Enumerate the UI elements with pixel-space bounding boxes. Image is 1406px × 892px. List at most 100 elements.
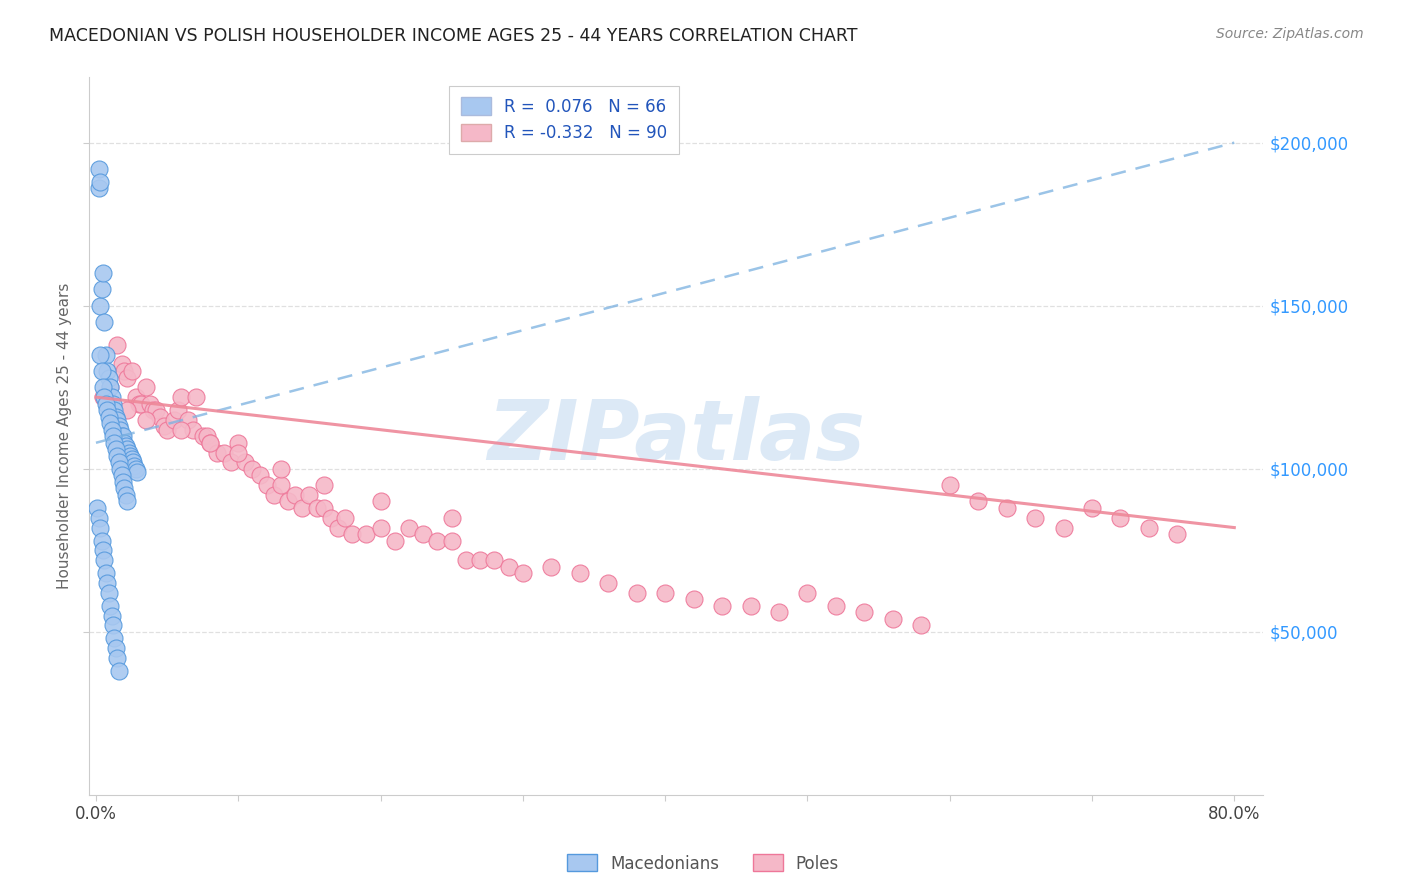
Point	[91, 390, 114, 404]
Point	[98, 416, 121, 430]
Point	[127, 465, 149, 479]
Point	[340, 527, 363, 541]
Point	[128, 397, 150, 411]
Point	[90, 283, 112, 297]
Point	[90, 364, 112, 378]
Point	[96, 364, 118, 378]
Point	[98, 380, 121, 394]
Point	[1137, 520, 1160, 534]
Point	[142, 403, 165, 417]
Point	[1166, 527, 1188, 541]
Point	[110, 429, 132, 443]
Point	[598, 576, 620, 591]
Point	[87, 510, 110, 524]
Point	[426, 533, 449, 548]
Point	[101, 429, 124, 443]
Point	[498, 559, 520, 574]
Point	[97, 409, 120, 424]
Point	[145, 403, 167, 417]
Point	[135, 413, 157, 427]
Point	[568, 566, 591, 581]
Point	[118, 445, 141, 459]
Point	[205, 445, 228, 459]
Point	[89, 175, 111, 189]
Point	[398, 520, 420, 534]
Point	[101, 618, 124, 632]
Point	[94, 348, 117, 362]
Point	[100, 608, 122, 623]
Point	[226, 445, 249, 459]
Point	[153, 419, 176, 434]
Point	[768, 606, 790, 620]
Point	[108, 462, 131, 476]
Point	[105, 651, 128, 665]
Point	[87, 181, 110, 195]
Point	[370, 494, 392, 508]
Point	[1024, 510, 1046, 524]
Point	[291, 501, 314, 516]
Point	[333, 510, 356, 524]
Point	[440, 533, 463, 548]
Point	[112, 435, 135, 450]
Point	[115, 488, 138, 502]
Point	[110, 468, 132, 483]
Point	[156, 423, 179, 437]
Point	[96, 403, 118, 417]
Point	[98, 599, 121, 613]
Point	[740, 599, 762, 613]
Point	[163, 413, 186, 427]
Point	[1081, 501, 1104, 516]
Point	[626, 586, 648, 600]
Point	[89, 299, 111, 313]
Point	[101, 397, 124, 411]
Legend: R =  0.076   N = 66, R = -0.332   N = 90: R = 0.076 N = 66, R = -0.332 N = 90	[450, 86, 679, 153]
Point	[938, 478, 960, 492]
Point	[104, 409, 127, 424]
Point	[256, 478, 278, 492]
Point	[277, 494, 299, 508]
Point	[326, 520, 349, 534]
Point	[512, 566, 534, 581]
Point	[90, 533, 112, 548]
Point	[170, 423, 193, 437]
Point	[105, 338, 128, 352]
Point	[107, 455, 129, 469]
Point	[198, 435, 221, 450]
Point	[107, 419, 129, 434]
Point	[184, 390, 207, 404]
Point	[108, 423, 131, 437]
Point	[93, 315, 115, 329]
Point	[682, 592, 704, 607]
Point	[356, 527, 378, 541]
Point	[93, 553, 115, 567]
Point	[105, 449, 128, 463]
Point	[882, 612, 904, 626]
Point	[93, 390, 115, 404]
Text: MACEDONIAN VS POLISH HOUSEHOLDER INCOME AGES 25 - 44 YEARS CORRELATION CHART: MACEDONIAN VS POLISH HOUSEHOLDER INCOME …	[49, 27, 858, 45]
Point	[89, 520, 111, 534]
Point	[87, 161, 110, 176]
Point	[107, 664, 129, 678]
Point	[103, 403, 125, 417]
Point	[98, 380, 121, 394]
Point	[540, 559, 562, 574]
Point	[110, 358, 132, 372]
Point	[484, 553, 506, 567]
Point	[117, 370, 139, 384]
Point	[312, 501, 335, 516]
Point	[125, 462, 148, 476]
Point	[312, 478, 335, 492]
Point	[117, 494, 139, 508]
Point	[104, 641, 127, 656]
Point	[111, 429, 134, 443]
Point	[115, 439, 138, 453]
Point	[96, 576, 118, 591]
Point	[263, 488, 285, 502]
Point	[235, 455, 257, 469]
Point	[654, 586, 676, 600]
Point	[111, 475, 134, 489]
Point	[195, 429, 218, 443]
Point	[117, 403, 139, 417]
Point	[454, 553, 477, 567]
Point	[412, 527, 434, 541]
